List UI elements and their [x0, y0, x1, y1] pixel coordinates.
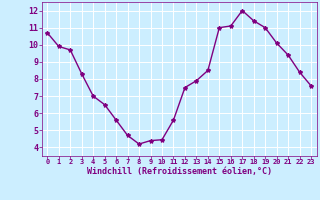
X-axis label: Windchill (Refroidissement éolien,°C): Windchill (Refroidissement éolien,°C): [87, 167, 272, 176]
